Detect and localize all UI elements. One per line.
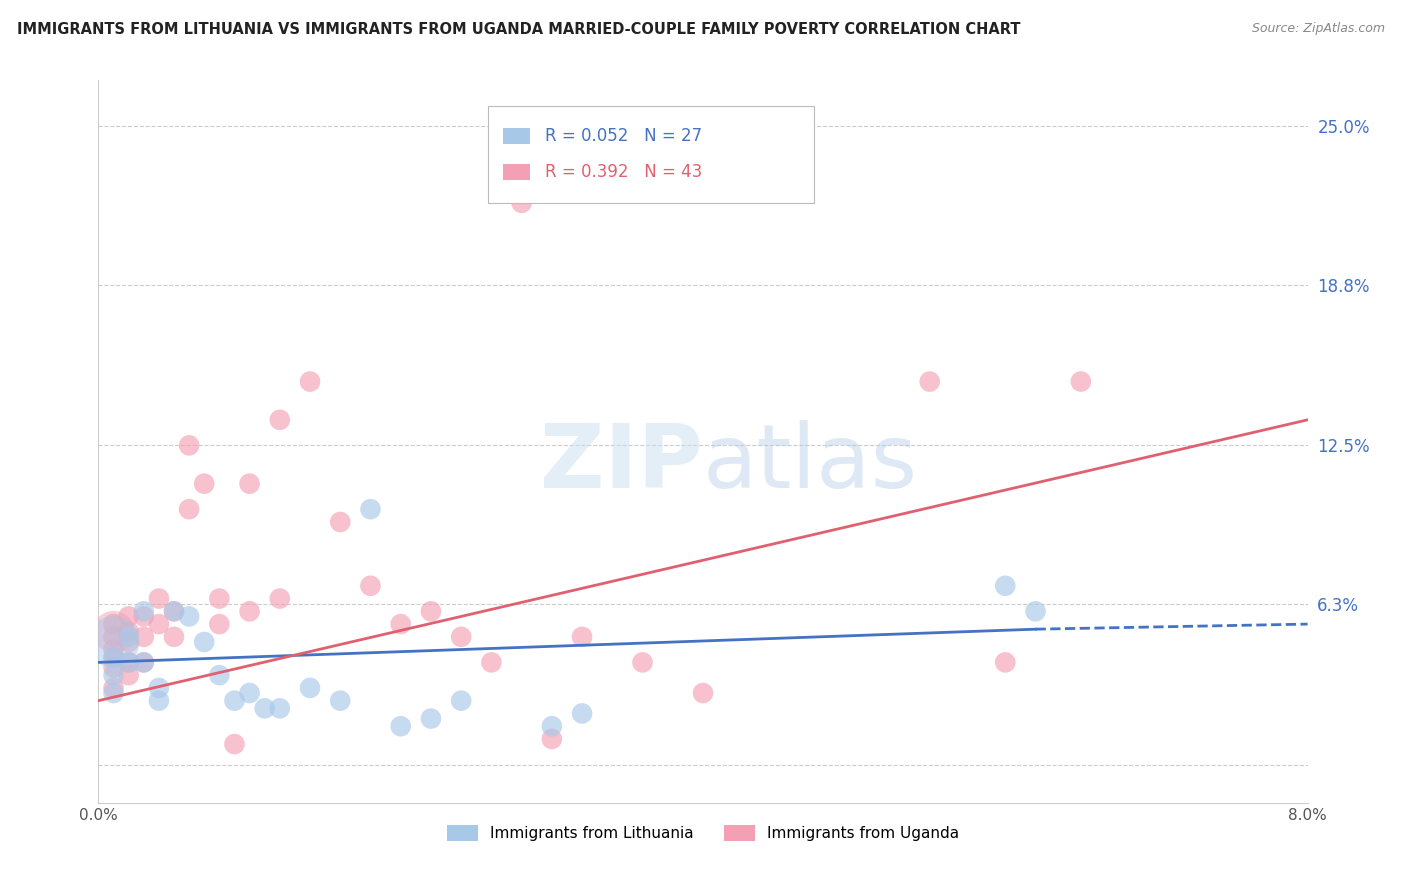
Point	[103, 681, 125, 695]
FancyBboxPatch shape	[503, 164, 530, 180]
Point	[132, 604, 155, 618]
Point	[118, 668, 141, 682]
Point	[148, 617, 170, 632]
Point	[510, 195, 533, 210]
Text: ZIP: ZIP	[540, 420, 703, 507]
Point	[103, 635, 125, 649]
Point	[420, 712, 443, 726]
Point	[360, 579, 382, 593]
Point	[692, 686, 714, 700]
Point	[208, 668, 231, 682]
Point	[420, 604, 443, 618]
Point	[1025, 604, 1047, 618]
Point	[540, 731, 562, 746]
Point	[118, 630, 141, 644]
Point	[571, 706, 593, 721]
Point	[389, 719, 412, 733]
Point	[224, 694, 246, 708]
Point	[269, 413, 291, 427]
Point	[132, 656, 155, 670]
Point	[360, 502, 382, 516]
Point	[239, 604, 262, 618]
Point	[103, 630, 125, 644]
Point	[918, 375, 941, 389]
Point	[193, 635, 215, 649]
Point	[118, 635, 141, 649]
Legend: Immigrants from Lithuania, Immigrants from Uganda: Immigrants from Lithuania, Immigrants fr…	[441, 819, 965, 847]
Point	[299, 681, 322, 695]
FancyBboxPatch shape	[488, 105, 814, 203]
Point	[389, 617, 412, 632]
Point	[148, 591, 170, 606]
Point	[179, 609, 201, 624]
Point	[239, 686, 262, 700]
Point	[103, 617, 125, 632]
Point	[163, 604, 186, 618]
Point	[103, 686, 125, 700]
Point	[118, 609, 141, 624]
Point	[450, 694, 472, 708]
Point	[329, 694, 352, 708]
Point	[163, 630, 186, 644]
Point	[118, 656, 141, 670]
Point	[118, 656, 141, 670]
Point	[118, 624, 141, 639]
Point	[103, 668, 125, 682]
Text: Source: ZipAtlas.com: Source: ZipAtlas.com	[1251, 22, 1385, 36]
Point	[994, 579, 1017, 593]
Point	[994, 656, 1017, 670]
Point	[299, 375, 322, 389]
Point	[103, 650, 125, 665]
Point	[540, 719, 562, 733]
Point	[103, 642, 125, 657]
Point	[132, 656, 155, 670]
FancyBboxPatch shape	[503, 128, 530, 144]
Point	[179, 502, 201, 516]
Point	[208, 591, 231, 606]
Point	[179, 438, 201, 452]
Point	[132, 630, 155, 644]
Point	[148, 694, 170, 708]
Point	[269, 701, 291, 715]
Point	[450, 630, 472, 644]
Point	[148, 681, 170, 695]
Text: IMMIGRANTS FROM LITHUANIA VS IMMIGRANTS FROM UGANDA MARRIED-COUPLE FAMILY POVERT: IMMIGRANTS FROM LITHUANIA VS IMMIGRANTS …	[17, 22, 1021, 37]
Point	[224, 737, 246, 751]
Point	[193, 476, 215, 491]
Point	[571, 630, 593, 644]
Point	[481, 656, 503, 670]
Point	[103, 660, 125, 674]
Text: atlas: atlas	[703, 420, 918, 507]
Point	[269, 591, 291, 606]
Point	[132, 609, 155, 624]
Point	[103, 650, 125, 665]
Point	[1070, 375, 1092, 389]
Point	[239, 476, 262, 491]
Point	[631, 656, 654, 670]
Point	[208, 617, 231, 632]
Point	[329, 515, 352, 529]
Text: R = 0.052   N = 27: R = 0.052 N = 27	[544, 127, 702, 145]
Point	[253, 701, 276, 715]
Point	[163, 604, 186, 618]
Point	[103, 624, 125, 639]
Text: R = 0.392   N = 43: R = 0.392 N = 43	[544, 163, 702, 181]
